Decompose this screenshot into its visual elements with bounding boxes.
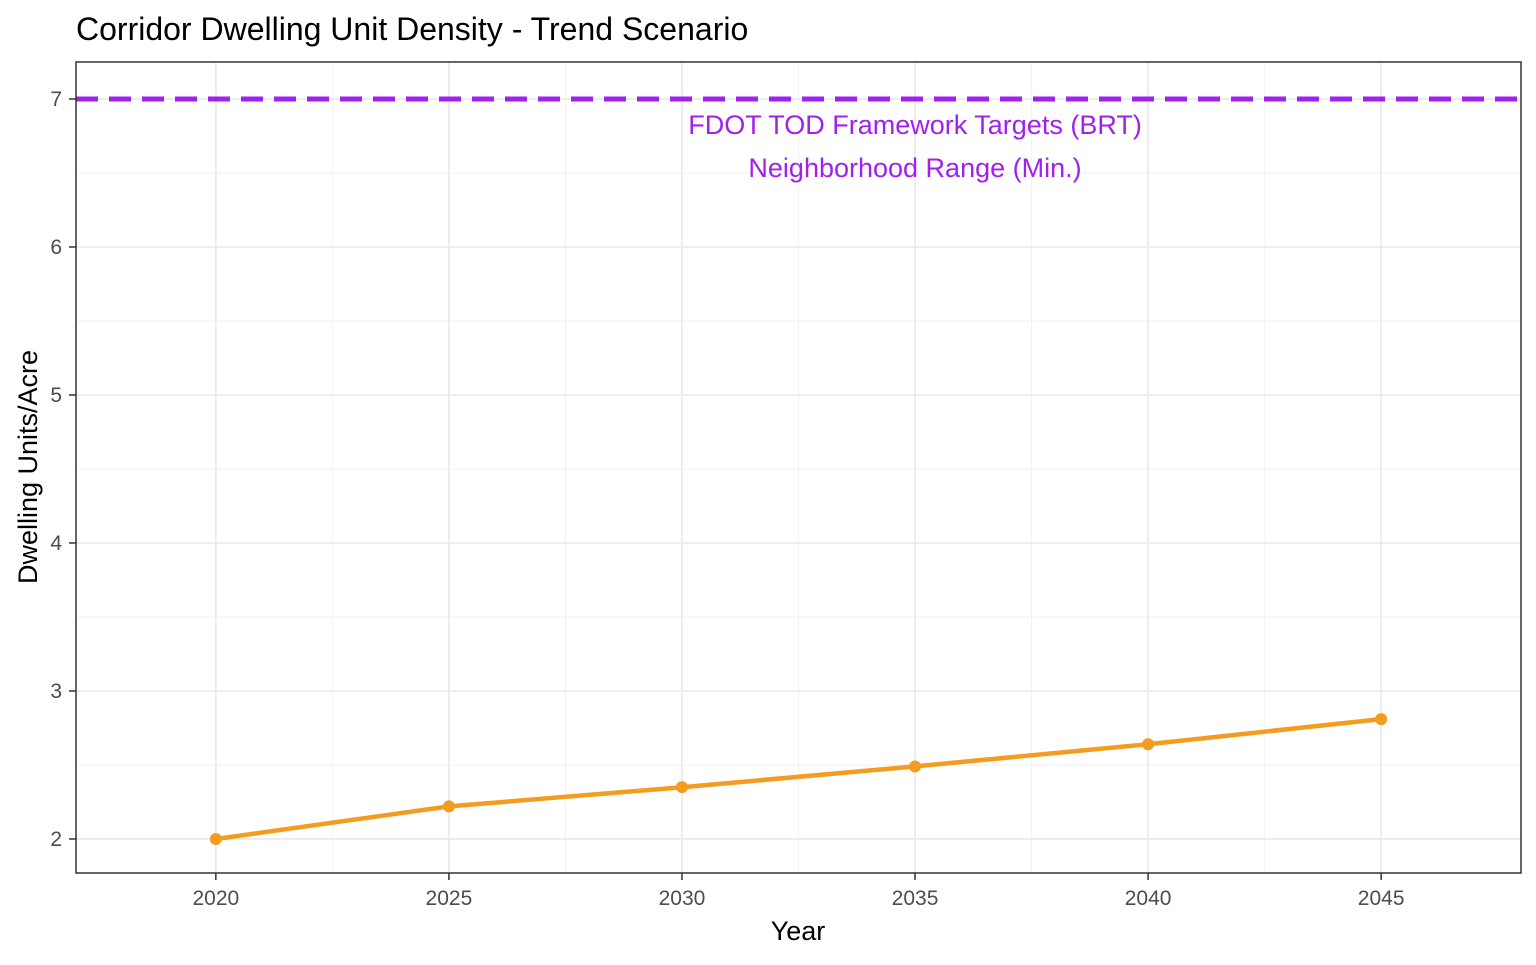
y-axis-title: Dwelling Units/Acre — [13, 350, 43, 584]
y-tick-label: 6 — [50, 236, 62, 259]
data-point — [1142, 738, 1155, 751]
x-tick-label: 2030 — [659, 887, 706, 910]
reference-annotation-line: Neighborhood Range (Min.) — [748, 153, 1081, 183]
y-tick-label: 7 — [50, 88, 62, 111]
x-tick-label: 2020 — [192, 887, 239, 910]
x-tick-label: 2040 — [1125, 887, 1172, 910]
axis-ticks: 2 3 4 5 6 7 2020 2025 2030 2035 2040 2045 — [50, 88, 1404, 910]
x-tick-label: 2045 — [1358, 887, 1405, 910]
y-tick-label: 2 — [50, 828, 62, 851]
x-tick-label: 2025 — [426, 887, 473, 910]
data-point — [442, 800, 455, 813]
series-layer — [209, 713, 1388, 845]
reference-annotation-line: FDOT TOD Framework Targets (BRT) — [688, 110, 1142, 140]
data-point — [909, 760, 922, 773]
data-point — [209, 832, 222, 845]
grid-lines — [76, 62, 1521, 873]
reference-layer: FDOT TOD Framework Targets (BRT) Neighbor… — [76, 96, 1521, 183]
data-point — [1375, 713, 1388, 726]
series-line — [213, 716, 1384, 842]
chart-title: Corridor Dwelling Unit Density - Trend S… — [76, 11, 748, 47]
y-tick-label: 3 — [50, 680, 62, 703]
x-tick-label: 2035 — [892, 887, 939, 910]
y-tick-label: 4 — [50, 532, 62, 555]
y-tick-label: 5 — [50, 384, 62, 407]
data-point — [675, 781, 688, 794]
x-axis-title: Year — [771, 916, 826, 946]
plot-panel-border — [75, 61, 1522, 874]
